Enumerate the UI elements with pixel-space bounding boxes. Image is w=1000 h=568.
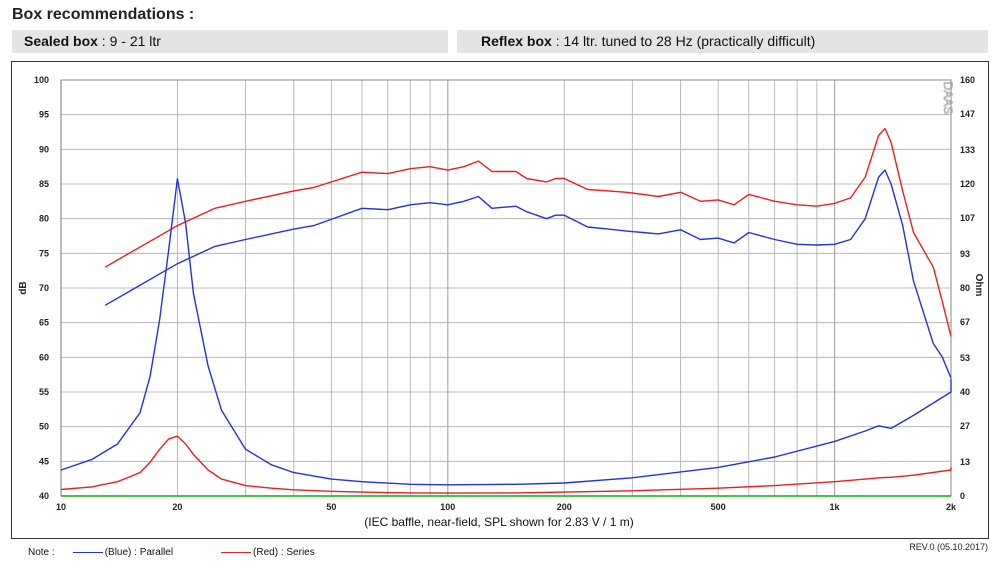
legend-red-text: (Red) : Series [253,547,315,558]
y-right-axis-label: Ohm [973,274,984,297]
y-tick-label: 95 [39,110,49,120]
series-line [60,435,952,494]
x-tick-label: 20 [172,502,182,512]
y-tick-label: 85 [39,179,49,189]
note-label: Note : [28,547,55,558]
x-tick-label: 50 [326,502,336,512]
legend-note: Note : (Blue) : Parallel (Red) : Series [28,547,315,558]
watermark-text: DAAS [941,82,955,115]
y-tick-label: 90 [39,144,49,154]
x-tick-label: 100 [440,502,455,512]
y-tick-label: 40 [39,491,49,501]
y-tick-label: 80 [39,214,49,224]
y-right-tick-label: 53 [960,353,970,363]
x-tick-label: 2k [946,502,957,512]
y-right-tick-label: 67 [960,317,970,327]
x-tick-label: 1k [830,502,841,512]
sealed-box-label: Sealed box [24,33,98,49]
y-tick-label: 50 [39,422,49,432]
y-right-tick-label: 160 [960,75,975,85]
legend-blue-line [72,551,103,553]
y-right-tick-label: 133 [960,145,975,155]
sealed-box-value: : 9 - 21 ltr [97,33,161,49]
y-right-tick-label: 93 [960,249,970,259]
y-right-tick-label: 40 [960,387,970,397]
legend-red-line [221,551,252,553]
series-line [104,169,952,379]
y-right-tick-label: 13 [960,457,970,467]
y-right-tick-label: 120 [960,179,975,189]
y-tick-label: 75 [39,248,49,258]
y-tick-label: 45 [39,456,49,466]
x-tick-label: 10 [56,502,66,512]
reflex-box-label: Reflex box [481,33,552,49]
reflex-box-panel: Reflex box : 14 ltr. tuned to 28 Hz (pra… [457,30,988,53]
box-recommendations-heading: Box recommendations : [12,6,195,23]
y-axis-label: dB [18,281,29,294]
y-right-tick-label: 107 [960,213,975,223]
x-tick-label: 500 [711,502,726,512]
series-line [104,127,952,337]
y-right-tick-label: 80 [960,283,970,293]
series-line [60,178,952,486]
reflex-box-value: : 14 ltr. tuned to 28 Hz (practically di… [551,33,816,49]
sealed-box-panel: Sealed box : 9 - 21 ltr [12,30,448,53]
y-right-tick-label: 0 [960,491,965,501]
y-right-tick-label: 27 [960,421,970,431]
y-right-tick-label: 147 [960,109,975,119]
chart-frame [11,61,989,539]
y-tick-label: 100 [34,75,49,85]
x-tick-label: 200 [557,502,572,512]
y-tick-label: 70 [39,283,49,293]
y-tick-label: 65 [39,318,49,328]
revision-label: REV.0 (05.10.2017) [909,542,988,552]
y-tick-label: 60 [39,352,49,362]
legend-blue-text: (Blue) : Parallel [104,547,174,558]
x-axis-label: (IEC baffle, near-field, SPL shown for 2… [364,515,633,529]
y-tick-label: 55 [39,387,49,397]
